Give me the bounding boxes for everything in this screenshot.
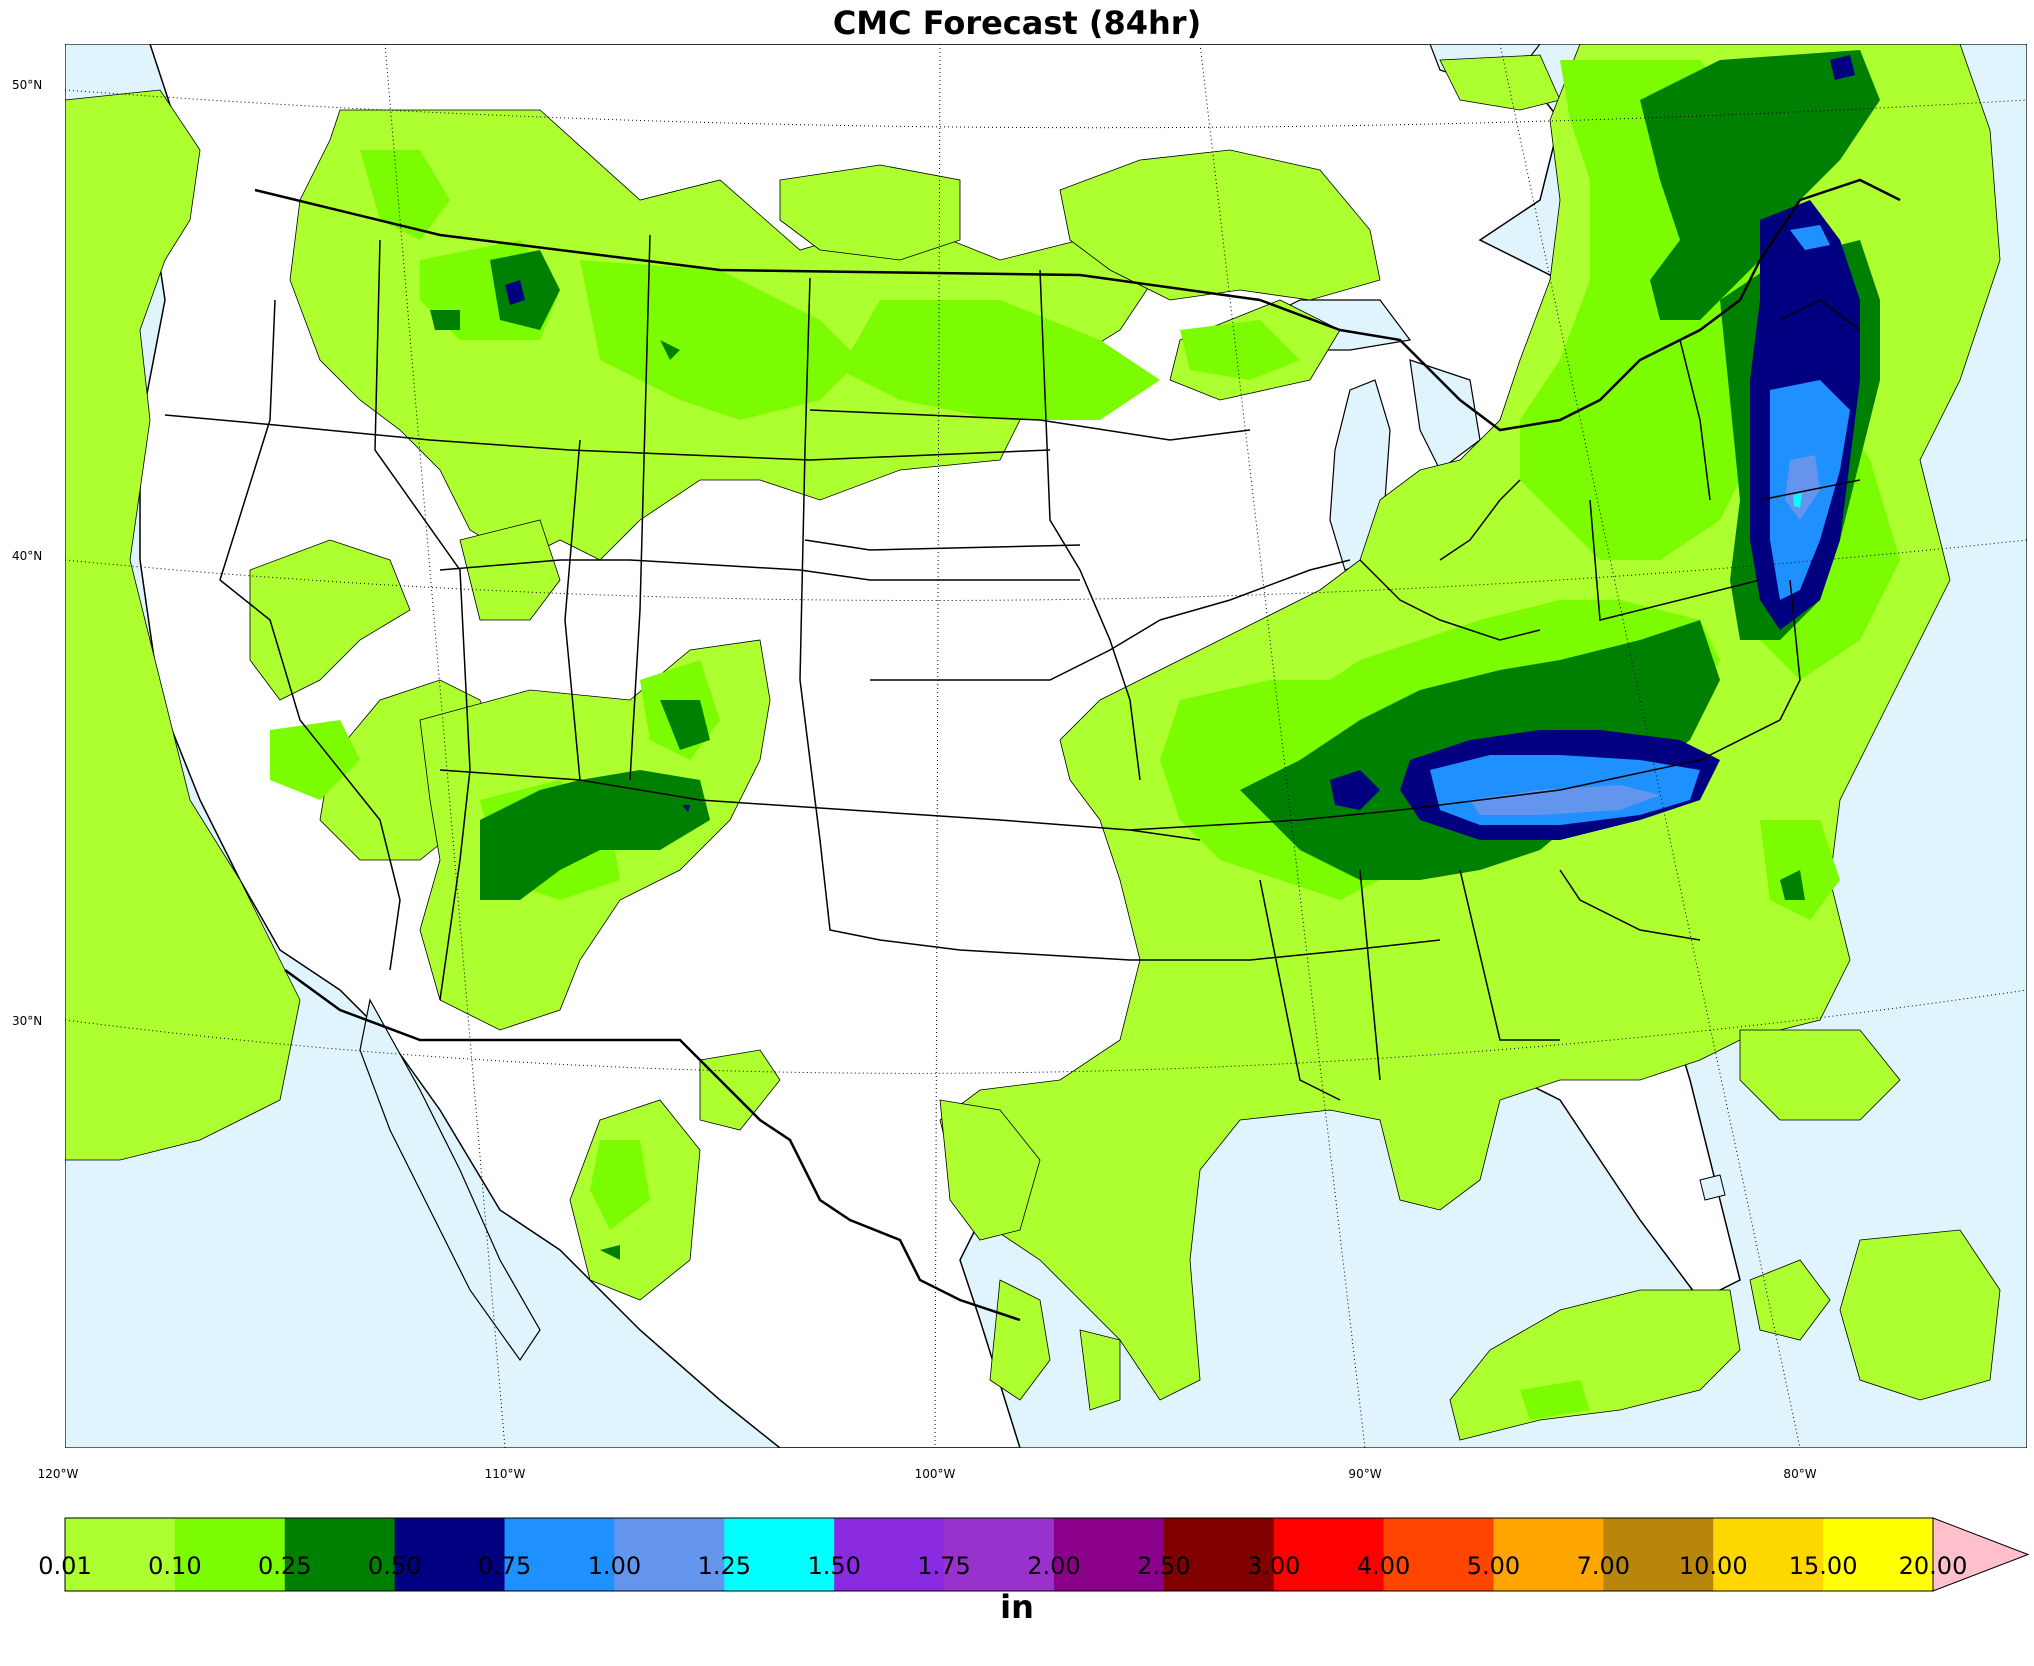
lon-label-120: 120°W xyxy=(37,1467,79,1481)
colorbar-tick-label: 20.00 xyxy=(1898,1552,1968,1580)
colorbar-unit: in xyxy=(1000,1588,1034,1626)
colorbar-tick-label: 2.00 xyxy=(1027,1552,1081,1580)
colorbar-tick-label: 1.25 xyxy=(697,1552,751,1580)
colorbar-tick-label: 1.00 xyxy=(587,1552,642,1580)
precip-contour-1.00 xyxy=(1470,455,1820,815)
gulf-of-california xyxy=(359,998,541,1362)
lon-label-110: 110°W xyxy=(484,1467,526,1481)
precip-contour-1.25 xyxy=(1793,493,1802,508)
colorbar-tick-label: 1.75 xyxy=(917,1552,971,1580)
lon-label-100: 100°W xyxy=(914,1467,956,1481)
colorbar-tick-label: 2.50 xyxy=(1137,1552,1191,1580)
colorbar-tick-label: 0.75 xyxy=(477,1552,532,1580)
florida-lake xyxy=(1699,1174,1726,1201)
lat-label-50: 50°N xyxy=(12,78,43,92)
lat-label-30: 30°N xyxy=(12,1014,43,1028)
colorbar-tick-label: 0.01 xyxy=(38,1552,92,1580)
colorbar-tick-label: 7.00 xyxy=(1576,1552,1631,1580)
colorbar-tick-label: 4.00 xyxy=(1356,1552,1411,1580)
colorbar-tick-label: 0.10 xyxy=(148,1552,202,1580)
lon-label-90: 90°W xyxy=(1348,1467,1382,1481)
graticule xyxy=(65,44,2027,1448)
map-title: CMC Forecast (84hr) xyxy=(832,4,1202,42)
colorbar-tick-label: 1.50 xyxy=(807,1552,861,1580)
colorbar-tick-label: 3.00 xyxy=(1246,1552,1301,1580)
boundaries xyxy=(164,178,1901,1322)
lat-label-40: 40°N xyxy=(12,549,43,563)
lake-huron xyxy=(1409,359,1481,471)
colorbar-tick-label: 10.00 xyxy=(1678,1552,1748,1580)
colorbar-tick-label: 0.25 xyxy=(258,1552,312,1580)
colorbar-tick-label: 5.00 xyxy=(1466,1552,1521,1580)
colorbar-tick-label: 15.00 xyxy=(1788,1552,1858,1580)
lon-label-80: 80°W xyxy=(1783,1467,1817,1481)
colorbar-tick-label: 0.50 xyxy=(367,1552,422,1580)
